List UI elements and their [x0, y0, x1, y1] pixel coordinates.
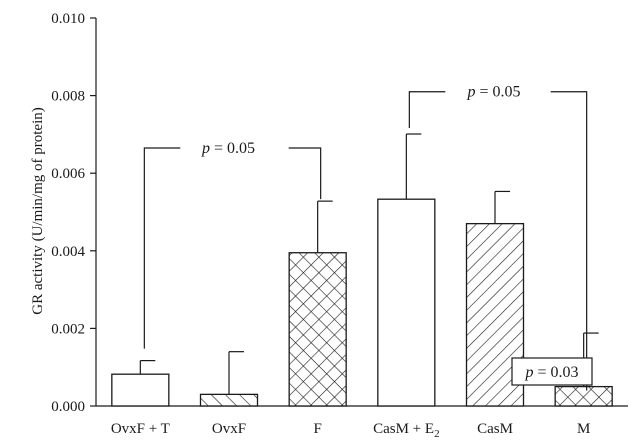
y-tick-label: 0.004: [51, 244, 85, 260]
p-value: = 0.05: [210, 140, 255, 157]
x-category-label: OvxF + T: [111, 421, 170, 437]
bracket-right-arm: [550, 91, 588, 391]
x-category-label: OvxF: [212, 421, 246, 437]
y-tick-label: 0.010: [51, 11, 85, 27]
bar: [111, 373, 170, 407]
x-category-label: F: [313, 421, 321, 437]
x-category-label: CasM + E2: [373, 421, 439, 440]
bar: [199, 393, 259, 407]
p-symbol: p: [524, 364, 533, 381]
significance-annotations: p = 0.05p = 0.05p = 0.03: [143, 84, 593, 391]
y-axis-label: GR activity (U/min/mg of protein): [30, 107, 46, 314]
bracket-right-arm: [288, 147, 322, 200]
p-value-label: p = 0.05: [201, 140, 255, 157]
axes: 0.000 0.002 0.004 0.006 0.008 0.010 OvxF + T Ov…: [51, 11, 628, 440]
p-symbol: p: [201, 140, 210, 157]
y-tick-label: 0.008: [51, 89, 85, 105]
y-tick-label: 0.000: [51, 399, 85, 415]
p-value: = 0.03: [533, 364, 578, 381]
x-category-label: CasM: [477, 421, 513, 437]
y-tick-label: 0.006: [51, 166, 85, 182]
p-value-label: p = 0.03: [524, 364, 578, 381]
p-value-label: p = 0.05: [466, 84, 520, 101]
x-category-label: M: [577, 421, 590, 437]
bracket-left-arm: [143, 147, 181, 349]
bar: [288, 252, 347, 407]
bar: [377, 198, 436, 407]
x-category-subscript: 2: [434, 428, 440, 440]
p-symbol: p: [466, 84, 475, 101]
bracket-left-arm: [408, 91, 446, 129]
bar: [554, 385, 613, 407]
p-value: = 0.05: [475, 84, 520, 101]
y-tick-label: 0.002: [51, 321, 85, 337]
p-value-box: [511, 357, 593, 386]
